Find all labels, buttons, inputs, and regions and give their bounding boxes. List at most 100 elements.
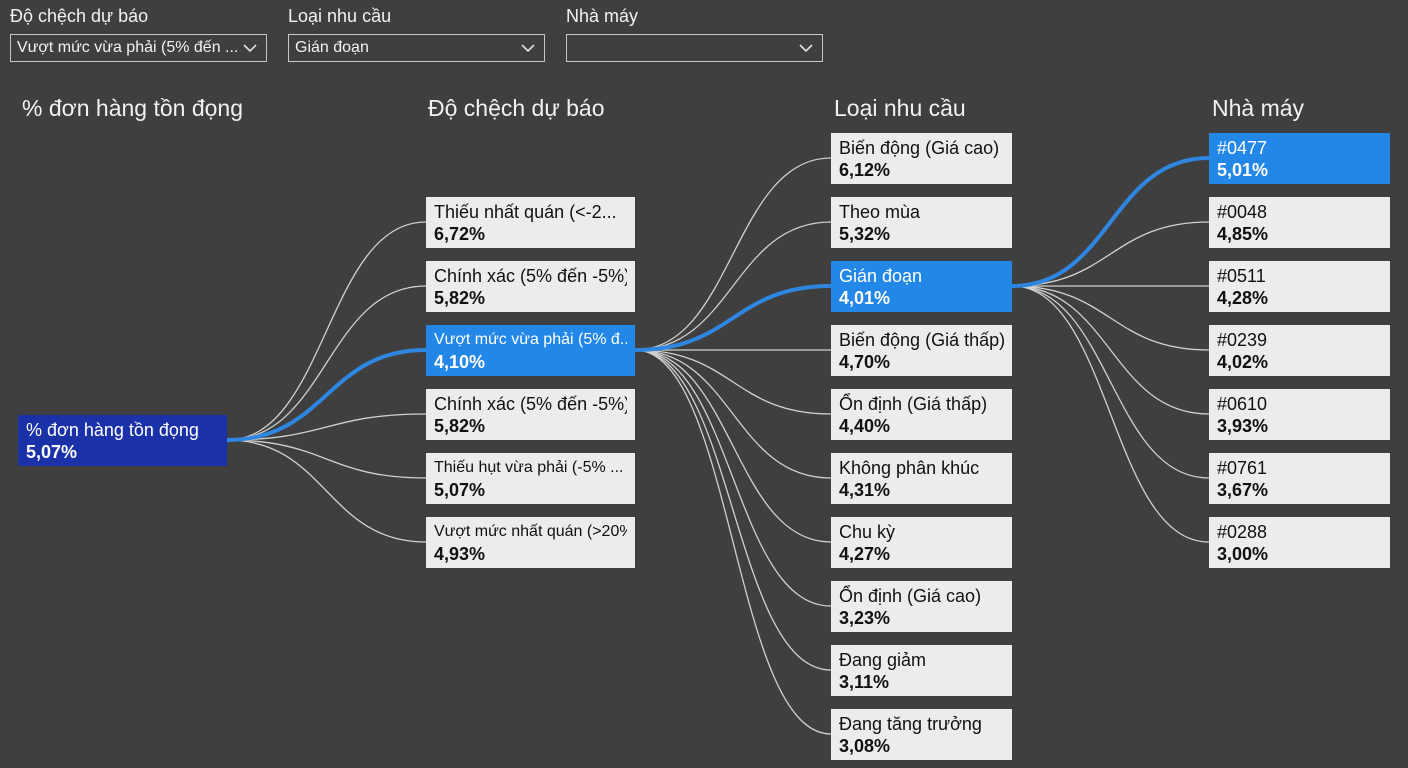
tree-connector [1011, 285, 1210, 351]
tree-node-label: Vượt mức vừa phải (5% đ... [434, 331, 627, 348]
tree-node-label: Theo mùa [839, 202, 921, 222]
tree-node-label: Ổn định (Giá thấp) [839, 394, 988, 414]
tree-node-demand-intermittent[interactable]: Gián đoạn 4,01% [831, 261, 1012, 312]
tree-node-label: Chu kỳ [839, 522, 896, 542]
tree-node-label: #0048 [1217, 202, 1268, 222]
tree-node-value: 4,27% [839, 544, 891, 564]
tree-node-label: % đơn hàng tồn đọng [26, 420, 199, 440]
tree-node-bias-accurate-2[interactable]: Chính xác (5% đến -5%) 5,82% [426, 389, 635, 440]
tree-connector [634, 349, 832, 415]
tree-node-value: 5,82% [434, 288, 486, 308]
slicer-label-plant: Nhà máy [566, 6, 639, 26]
tree-node-label: Gián đoạn [839, 266, 923, 286]
tree-connector [226, 221, 427, 441]
tree-node-plant-0239[interactable]: #0239 4,02% [1209, 325, 1390, 376]
tree-node-plant-0511[interactable]: #0511 4,28% [1209, 261, 1390, 312]
tree-node-label: #0239 [1217, 330, 1268, 350]
tree-node-root[interactable]: % đơn hàng tồn đọng 5,07% [18, 415, 227, 466]
tree-node-value: 5,82% [434, 416, 486, 436]
tree-node-bias-moderate-over[interactable]: Vượt mức vừa phải (5% đ... 4,10% [426, 325, 635, 376]
tree-node-label: Ổn định (Giá cao) [839, 586, 982, 606]
slicer-plant-dropdown[interactable] [566, 34, 823, 62]
tree-node-label: Không phân khúc [839, 458, 980, 478]
tree-node-label: #0761 [1217, 458, 1268, 478]
chevron-down-icon [521, 44, 535, 53]
tree-node-bias-accurate[interactable]: Chính xác (5% đến -5%) 5,82% [426, 261, 635, 312]
tree-node-plant-0477[interactable]: #0477 5,01% [1209, 133, 1390, 184]
tree-connector [1011, 285, 1210, 543]
tree-node-value: 4,10% [434, 352, 486, 372]
tree-node-value: 4,70% [839, 352, 891, 372]
tree-header-plant: Nhà máy [1212, 95, 1305, 121]
tree-node-plant-0048[interactable]: #0048 4,85% [1209, 197, 1390, 248]
tree-node-label: Biến động (Giá thấp) [839, 330, 1004, 350]
tree-node-value: 5,32% [839, 224, 891, 244]
tree-node-plant-0288[interactable]: #0288 3,00% [1209, 517, 1390, 568]
tree-connector [634, 349, 832, 543]
tree-header-forecast-bias: Độ chệch dự báo [428, 95, 605, 121]
tree-node-value: 4,31% [839, 480, 891, 500]
tree-node-bias-consistent-over[interactable]: Vượt mức nhất quán (>20%) 4,93% [426, 517, 635, 568]
tree-node-label: Vượt mức nhất quán (>20%) [434, 523, 627, 540]
tree-node-value: 4,85% [1217, 224, 1269, 244]
tree-connector [634, 349, 832, 479]
tree-node-demand-stable-high[interactable]: Ổn định (Giá cao) 3,23% [831, 581, 1012, 632]
tree-connector [634, 157, 832, 351]
tree-node-value: 4,01% [839, 288, 891, 308]
tree-header-backorder: % đơn hàng tồn đọng [22, 95, 243, 121]
tree-node-label: #0610 [1217, 394, 1268, 414]
tree-connector [1011, 285, 1210, 479]
tree-node-demand-cyclical[interactable]: Chu kỳ 4,27% [831, 517, 1012, 568]
tree-node-plant-0610[interactable]: #0610 3,93% [1209, 389, 1390, 440]
slicer-label-demand-type: Loại nhu cầu [288, 6, 392, 26]
tree-connector [226, 439, 427, 543]
tree-node-label: Thiếu nhất quán (<-2... [434, 202, 617, 222]
tree-connector [1011, 221, 1210, 287]
tree-node-label: Chính xác (5% đến -5%) [434, 266, 627, 286]
slicer-forecast-bias-value: Vượt mức vừa phải (5% đến ... [17, 39, 239, 56]
tree-node-demand-declining[interactable]: Đang giảm 3,11% [831, 645, 1012, 696]
tree-node-value: 3,11% [839, 672, 890, 692]
tree-connector [226, 439, 427, 479]
tree-header-demand-type: Loại nhu cầu [834, 95, 966, 121]
slicer-forecast-bias-dropdown[interactable]: Vượt mức vừa phải (5% đến ... [10, 34, 267, 62]
tree-connector [634, 221, 832, 351]
tree-node-bias-inconsistent-under[interactable]: Thiếu nhất quán (<-2... 6,72% [426, 197, 635, 248]
tree-node-label: #0511 [1217, 266, 1266, 286]
slicer-demand-type-value: Gián đoạn [295, 39, 369, 56]
tree-node-label: Thiếu hụt vừa phải (-5% ... [434, 459, 624, 476]
slicer-demand-type-dropdown[interactable]: Gián đoạn [288, 34, 545, 62]
tree-connector [226, 285, 427, 441]
tree-node-label: Đang tăng trưởng [839, 714, 982, 734]
tree-node-label: Đang giảm [839, 650, 927, 670]
tree-node-value: 3,00% [1217, 544, 1269, 564]
tree-node-label: Biến động (Giá cao) [839, 138, 1000, 158]
tree-node-demand-stable-low[interactable]: Ổn định (Giá thấp) 4,40% [831, 389, 1012, 440]
tree-node-demand-seasonal[interactable]: Theo mùa 5,32% [831, 197, 1012, 248]
slicer-label-forecast-bias: Độ chệch dự báo [10, 6, 149, 26]
tree-node-demand-volatile-high[interactable]: Biến động (Giá cao) 6,12% [831, 133, 1012, 184]
tree-connector [1011, 285, 1210, 415]
tree-connector [226, 348, 427, 442]
tree-node-plant-0761[interactable]: #0761 3,67% [1209, 453, 1390, 504]
tree-node-label: Chính xác (5% đến -5%) [434, 394, 627, 414]
tree-node-demand-volatile-low[interactable]: Biến động (Giá thấp) 4,70% [831, 325, 1012, 376]
tree-connector [634, 349, 832, 671]
tree-node-value: 5,01% [1217, 160, 1269, 180]
tree-connector [1011, 156, 1210, 288]
tree-node-value: 4,02% [1217, 352, 1269, 372]
tree-node-value: 5,07% [434, 480, 486, 500]
tree-node-bias-moderate-under[interactable]: Thiếu hụt vừa phải (-5% ... 5,07% [426, 453, 635, 504]
tree-node-label: #0288 [1217, 522, 1268, 542]
tree-node-value: 6,12% [839, 160, 891, 180]
tree-node-value: 5,07% [26, 442, 78, 462]
tree-node-value: 3,67% [1217, 480, 1269, 500]
tree-connector [226, 413, 427, 441]
tree-node-demand-growing[interactable]: Đang tăng trưởng 3,08% [831, 709, 1012, 760]
tree-connector [634, 284, 832, 352]
tree-connector [634, 349, 832, 607]
tree-node-demand-unsegmented[interactable]: Không phân khúc 4,31% [831, 453, 1012, 504]
tree-node-value: 6,72% [434, 224, 486, 244]
tree-node-value: 4,28% [1217, 288, 1269, 308]
tree-node-value: 4,40% [839, 416, 891, 436]
